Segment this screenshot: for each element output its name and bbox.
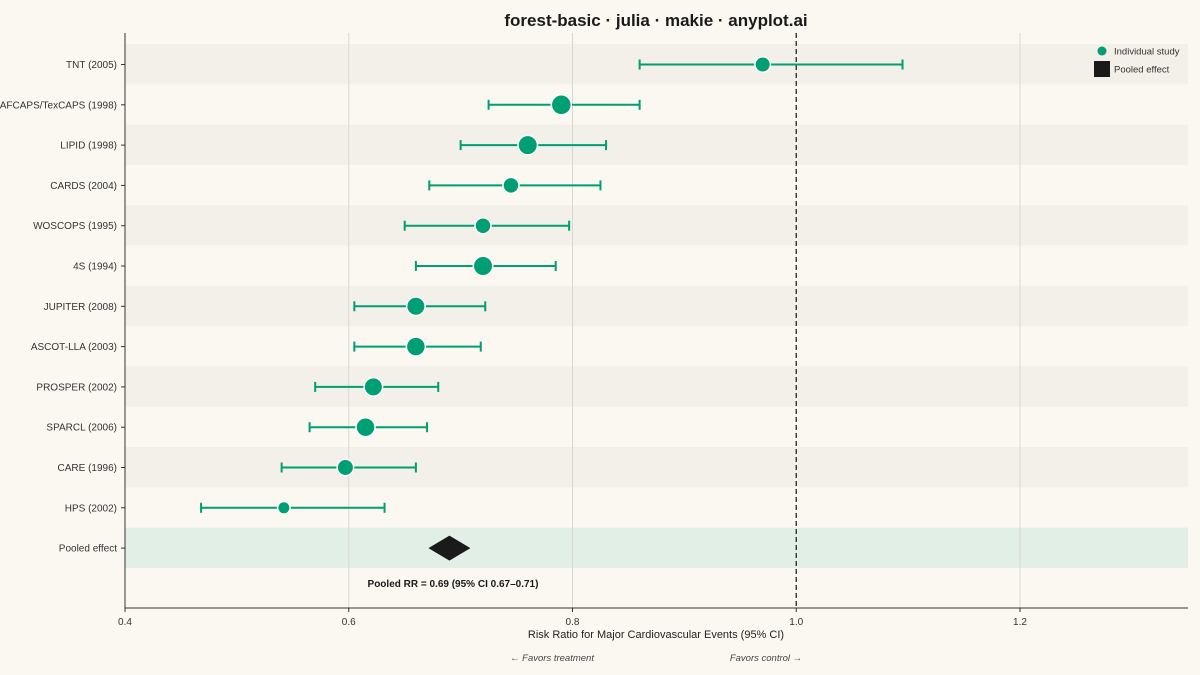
- study-label: CARE (1996): [58, 463, 117, 474]
- row-band: [125, 285, 1188, 327]
- study-point: [355, 416, 376, 438]
- study-row: CARDS (2004): [50, 176, 602, 195]
- study-point: [472, 255, 494, 277]
- study-label: WOSCOPS (1995): [33, 221, 117, 232]
- study-rows: TNT (2005) AFCAPS/TexCAPS (1998) LIPID (19…: [0, 56, 904, 515]
- study-point: [502, 176, 520, 195]
- pooled-annotation: Pooled RR = 0.69 (95% CI 0.67–0.71): [368, 579, 539, 590]
- x-tick-label: 0.6: [342, 617, 356, 628]
- study-label: JUPITER (2008): [44, 302, 117, 313]
- study-row: PROSPER (2002): [36, 376, 440, 397]
- legend-item: Pooled effect: [1094, 61, 1170, 77]
- study-row: TNT (2005): [66, 56, 904, 73]
- study-point: [550, 94, 573, 116]
- legend-marker-circle: [1097, 46, 1107, 56]
- study-row: LIPID (1998): [60, 134, 608, 156]
- study-row: CARE (1996): [58, 458, 417, 477]
- study-row: SPARCL (2006): [46, 416, 429, 438]
- favors-control-label: Favors control →: [730, 653, 802, 664]
- study-row: WOSCOPS (1995): [33, 216, 571, 235]
- legend-item: Individual study: [1097, 46, 1180, 58]
- legend-label: Individual study: [1114, 47, 1180, 58]
- study-label: CARDS (2004): [50, 181, 117, 192]
- x-tick-label: 1.0: [789, 617, 803, 628]
- study-label: LIPID (1998): [60, 141, 117, 152]
- study-label: TNT (2005): [66, 60, 117, 71]
- study-point: [276, 500, 291, 515]
- row-bands: [125, 44, 1188, 568]
- row-band: [125, 124, 1188, 165]
- study-row: JUPITER (2008): [44, 296, 487, 317]
- study-label: ASCOT-LLA (2003): [31, 342, 117, 353]
- study-point: [474, 216, 492, 235]
- x-tick-label: 0.8: [566, 617, 580, 628]
- favors-treatment-label: ← Favors treatment: [510, 653, 594, 664]
- study-label: HPS (2002): [65, 503, 117, 514]
- x-axis-label: Risk Ratio for Major Cardiovascular Even…: [528, 629, 784, 641]
- study-point: [754, 56, 772, 73]
- study-row: ASCOT-LLA (2003): [31, 336, 482, 357]
- legend: Individual study Pooled effect: [1094, 46, 1180, 77]
- row-band: [125, 366, 1188, 407]
- study-point: [363, 376, 384, 397]
- study-row: HPS (2002): [65, 500, 386, 515]
- grid-lines: [348, 33, 1021, 608]
- study-label: SPARCL (2006): [46, 423, 117, 434]
- pooled-diamond: [428, 535, 471, 561]
- chart-title: forest-basic · julia · makie · anyplot.a…: [504, 11, 807, 30]
- study-point: [405, 296, 426, 317]
- study-point: [336, 458, 355, 477]
- study-row: AFCAPS/TexCAPS (1998): [0, 94, 641, 116]
- study-point: [517, 134, 539, 156]
- study-point: [405, 336, 427, 357]
- row-band: [125, 205, 1188, 246]
- axes: 0.4 0.6 0.8 1.0 1.2: [118, 33, 1188, 628]
- legend-label: Pooled effect: [1114, 65, 1170, 76]
- x-tick-label: 0.4: [118, 617, 132, 628]
- study-label: PROSPER (2002): [36, 382, 117, 393]
- pooled-label: Pooled effect: [59, 544, 117, 555]
- legend-marker-square: [1094, 61, 1110, 77]
- study-label: 4S (1994): [73, 262, 117, 273]
- pooled-row-band: [125, 527, 1188, 568]
- pooled-group: Pooled effect Pooled RR = 0.69 (95% CI 0.…: [59, 535, 539, 590]
- study-label: AFCAPS/TexCAPS (1998): [0, 100, 117, 111]
- study-row: 4S (1994): [73, 255, 557, 277]
- x-tick-label: 1.2: [1013, 617, 1027, 628]
